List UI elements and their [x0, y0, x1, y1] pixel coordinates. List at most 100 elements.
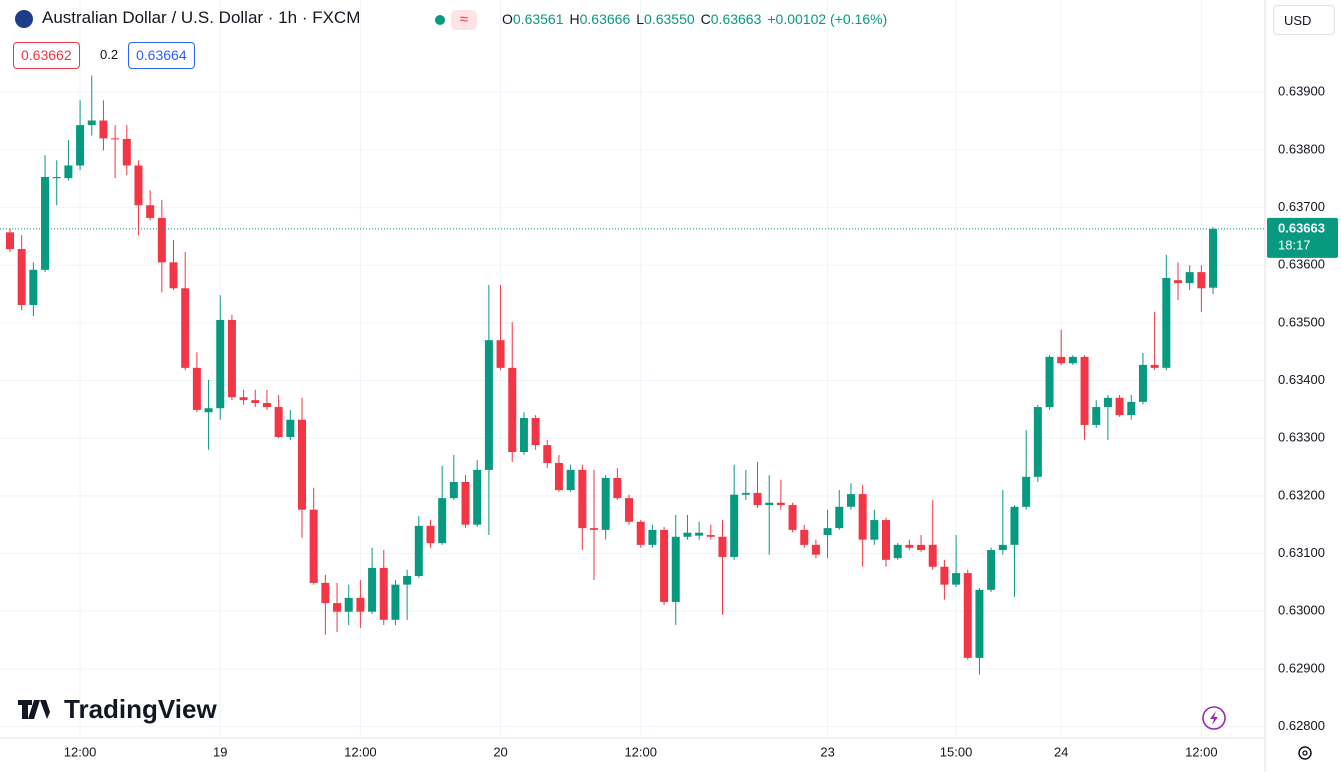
candle-body: [1150, 364, 1159, 368]
candle-body: [660, 529, 669, 602]
candle-body: [1115, 397, 1124, 416]
x-tick-label: 12:00: [344, 744, 377, 759]
candle-body: [426, 525, 435, 544]
candle-body: [344, 597, 353, 612]
candle-body: [146, 205, 155, 218]
candle-body: [671, 536, 680, 602]
candle-body: [776, 502, 785, 506]
flag-icon: [15, 10, 33, 28]
candle-body: [6, 232, 14, 250]
candle-body: [449, 482, 458, 499]
candle-body: [601, 477, 610, 530]
y-tick-label: 0.63700: [1278, 199, 1325, 214]
candle-body: [718, 536, 727, 557]
candle-body: [566, 469, 575, 491]
candle-body: [1045, 356, 1054, 408]
candle-body: [64, 165, 73, 179]
candle-body: [1127, 401, 1136, 416]
candle-body: [356, 597, 365, 612]
x-tick-label: 12:00: [1185, 744, 1218, 759]
candle-body: [823, 528, 832, 536]
currency-button[interactable]: USD: [1273, 5, 1335, 35]
delayed-badge: [451, 10, 477, 30]
x-tick-label: 24: [1054, 744, 1068, 759]
candle-body: [1162, 277, 1171, 368]
y-tick-label: 0.62900: [1278, 660, 1325, 675]
candle-body: [1197, 272, 1206, 289]
ask-box[interactable]: 0.63664: [128, 42, 195, 69]
y-tick-label: 0.62800: [1278, 718, 1325, 733]
settings-icon[interactable]: [1298, 746, 1312, 760]
candle-body: [157, 217, 166, 263]
candle-body: [882, 520, 890, 560]
candle-body: [309, 509, 318, 583]
x-tick-label: 12:00: [64, 744, 97, 759]
ohlc-label: O: [502, 11, 513, 27]
ohlc-value: 0.63666: [579, 11, 631, 27]
candle-body: [204, 408, 213, 413]
x-tick-label: 15:00: [940, 744, 973, 759]
bid-box[interactable]: 0.63662: [13, 42, 80, 69]
candle-body: [17, 249, 26, 306]
x-tick-label: 19: [213, 744, 227, 759]
candle-body: [531, 418, 540, 446]
change: +0.00102 (+0.16%): [767, 11, 888, 27]
candle-body: [99, 120, 108, 139]
candle-body: [928, 544, 937, 567]
y-tick-label: 0.63400: [1278, 372, 1325, 387]
candle-body: [379, 567, 388, 620]
candle-body: [461, 482, 470, 525]
candle-body: [519, 418, 528, 453]
candle-body: [753, 492, 762, 506]
candle-body: [87, 120, 96, 126]
ohlc-value: 0.63561: [512, 11, 564, 27]
ohlc-label: C: [700, 11, 711, 27]
candle-body: [368, 567, 377, 612]
spread: 0.2: [100, 42, 119, 67]
last-price-label: 0.63663: [1278, 220, 1325, 235]
candle-body: [1185, 272, 1194, 284]
lightning-icon[interactable]: [1202, 706, 1226, 730]
y-tick-label: 0.63000: [1278, 603, 1325, 618]
candle-body: [438, 498, 447, 544]
candle-body: [1080, 356, 1089, 425]
candle-body: [987, 550, 996, 590]
candle-body: [1010, 506, 1019, 545]
candle-body: [788, 505, 797, 530]
candle-body: [846, 494, 855, 507]
y-tick-label: 0.63200: [1278, 487, 1325, 502]
market-status: [435, 15, 445, 25]
candle-body: [76, 125, 85, 166]
last-price-tag: [1267, 217, 1338, 258]
candle-body: [975, 589, 984, 658]
candle-body: [940, 566, 949, 585]
candle-body: [227, 319, 236, 398]
candle-body: [648, 529, 657, 545]
axes: 0.62800 0.62900 0.63000 0.63100 0.63200 0.633…: [64, 84, 1338, 759]
grid: [0, 0, 1265, 738]
candle-body: [298, 419, 306, 510]
countdown-label: 18:17: [1278, 237, 1311, 252]
candle-body: [122, 138, 131, 166]
candle-body: [216, 319, 225, 409]
y-tick-label: 0.63800: [1278, 141, 1325, 156]
candle-body: [1138, 364, 1147, 402]
candle-body: [181, 288, 190, 368]
candle-body: [695, 532, 704, 536]
ohlc-value: 0.63663: [710, 11, 762, 27]
candle-body: [1022, 476, 1031, 507]
candle-body: [590, 528, 598, 530]
candle-body: [1174, 280, 1182, 284]
candle-body: [262, 403, 271, 408]
candle-body: [741, 492, 750, 495]
candle-body: [29, 269, 38, 306]
candle-body: [554, 462, 563, 491]
symbol-title: Australian Dollar / U.S. Dollar · 1h · F…: [42, 8, 361, 27]
candle-body: [286, 419, 295, 438]
candle-body: [1103, 397, 1112, 408]
candle-body: [998, 544, 1007, 551]
candle-body: [835, 506, 844, 529]
ohlc-legend: O0.63561 H0.63666 L0.63550 C0.63663 +0.00102…: [502, 11, 887, 27]
